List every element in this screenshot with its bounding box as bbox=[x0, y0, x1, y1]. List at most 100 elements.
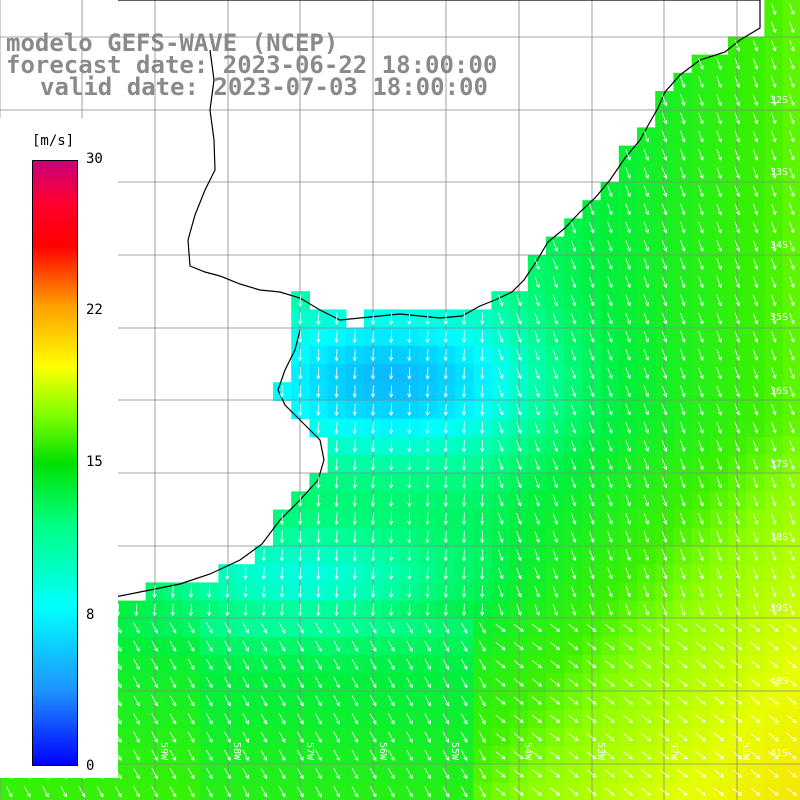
wind-arrow bbox=[625, 494, 631, 507]
wind-arrow bbox=[407, 403, 412, 416]
wind-arrow bbox=[661, 403, 668, 416]
wind-arrow bbox=[568, 787, 579, 796]
wind-arrow bbox=[698, 76, 704, 88]
wind-arrow bbox=[732, 678, 743, 687]
wind-arrow bbox=[169, 677, 177, 689]
wind-arrow bbox=[352, 567, 357, 580]
wind-arrow bbox=[260, 622, 268, 634]
wind-cell bbox=[782, 218, 800, 238]
wind-arrow bbox=[460, 658, 468, 670]
wind-arrow bbox=[513, 678, 524, 687]
wind-arrow bbox=[351, 713, 359, 725]
wind-arrow bbox=[643, 385, 649, 398]
wind-arrow bbox=[625, 203, 631, 216]
wind-arrow bbox=[370, 403, 376, 416]
wind-arrow bbox=[406, 658, 413, 670]
wind-arrow bbox=[513, 787, 524, 796]
wind-arrow bbox=[424, 749, 431, 761]
wind-arrow bbox=[315, 695, 322, 707]
wind-arrow bbox=[369, 731, 377, 743]
wind-arrow bbox=[789, 276, 795, 288]
wind-arrow bbox=[734, 421, 740, 434]
wind-arrow bbox=[388, 786, 395, 798]
wind-arrow bbox=[680, 458, 686, 470]
wind-arrow bbox=[625, 421, 631, 434]
wind-arrow bbox=[589, 458, 595, 470]
wind-arrow bbox=[625, 549, 631, 561]
wind-arrow bbox=[625, 385, 631, 398]
wind-cell bbox=[782, 345, 800, 365]
wind-arrow bbox=[752, 148, 759, 161]
wind-arrow bbox=[461, 494, 467, 507]
wind-arrow bbox=[534, 421, 540, 434]
wind-arrow bbox=[298, 549, 303, 562]
wind-arrow bbox=[752, 221, 759, 234]
wind-arrow bbox=[534, 330, 540, 343]
wind-arrow bbox=[170, 585, 175, 598]
wind-arrow bbox=[151, 713, 158, 725]
wind-arrow bbox=[278, 622, 286, 634]
wind-arrow bbox=[789, 94, 795, 106]
wind-arrow bbox=[406, 749, 413, 761]
wind-arrow bbox=[550, 660, 561, 669]
wind-arrow bbox=[734, 203, 740, 216]
wind-arrow bbox=[750, 751, 761, 760]
wind-arrow bbox=[589, 494, 595, 507]
wind-arrow bbox=[516, 385, 522, 398]
wind-arrow bbox=[641, 733, 652, 742]
wind-arrow bbox=[498, 385, 504, 398]
wind-arrow bbox=[752, 549, 759, 561]
wind-arrow bbox=[789, 367, 795, 379]
wind-arrow bbox=[442, 695, 450, 707]
wind-arrow bbox=[713, 714, 724, 723]
wind-arrow bbox=[224, 749, 231, 761]
wind-arrow bbox=[659, 660, 670, 669]
wind-arrow bbox=[771, 130, 777, 143]
wind-arrow bbox=[298, 603, 303, 616]
wind-arrow bbox=[534, 494, 540, 507]
wind-arrow bbox=[552, 330, 558, 343]
wind-arrow bbox=[750, 642, 761, 651]
colorbar-unit: [m/s] bbox=[32, 133, 75, 149]
wind-arrow bbox=[752, 531, 759, 543]
wind-arrow bbox=[534, 312, 540, 325]
wind-arrow bbox=[680, 221, 686, 234]
wind-arrow bbox=[713, 642, 724, 651]
wind-arrow bbox=[607, 385, 613, 398]
wind-arrow bbox=[661, 440, 668, 452]
wind-arrow bbox=[297, 768, 304, 780]
wind-arrow bbox=[513, 696, 524, 705]
wind-arrow bbox=[677, 787, 688, 796]
wind-arrow bbox=[424, 713, 431, 725]
wind-arrow bbox=[586, 642, 597, 651]
wind-arrow bbox=[680, 112, 686, 125]
wind-arrow bbox=[516, 440, 522, 452]
wind-arrow bbox=[552, 239, 558, 252]
wind-arrow bbox=[352, 403, 357, 416]
wind-arrow bbox=[698, 476, 704, 489]
wind-arrow bbox=[750, 660, 761, 669]
wind-arrow bbox=[279, 385, 285, 398]
wind-arrow bbox=[680, 603, 686, 616]
wind-arrow bbox=[698, 421, 704, 434]
wind-arrow bbox=[661, 294, 668, 307]
wind-arrow bbox=[334, 603, 339, 616]
wind-arrow bbox=[568, 696, 579, 705]
wind-arrow bbox=[713, 660, 724, 669]
wind-arrow bbox=[443, 512, 448, 525]
wind-arrow bbox=[224, 695, 231, 707]
wind-arrow bbox=[625, 603, 631, 616]
wind-arrow bbox=[187, 622, 195, 634]
wind-arrow bbox=[771, 185, 777, 197]
wind-arrow bbox=[443, 603, 448, 616]
wind-arrow bbox=[516, 458, 522, 470]
wind-cell bbox=[618, 782, 638, 800]
wind-arrow bbox=[732, 642, 743, 651]
wind-arrow bbox=[388, 731, 395, 743]
wind-arrow bbox=[607, 549, 613, 561]
wind-arrow bbox=[407, 530, 412, 544]
wind-arrow bbox=[734, 167, 740, 179]
wind-cell bbox=[782, 364, 800, 383]
wind-arrow bbox=[498, 585, 504, 598]
wind-arrow bbox=[713, 678, 724, 687]
